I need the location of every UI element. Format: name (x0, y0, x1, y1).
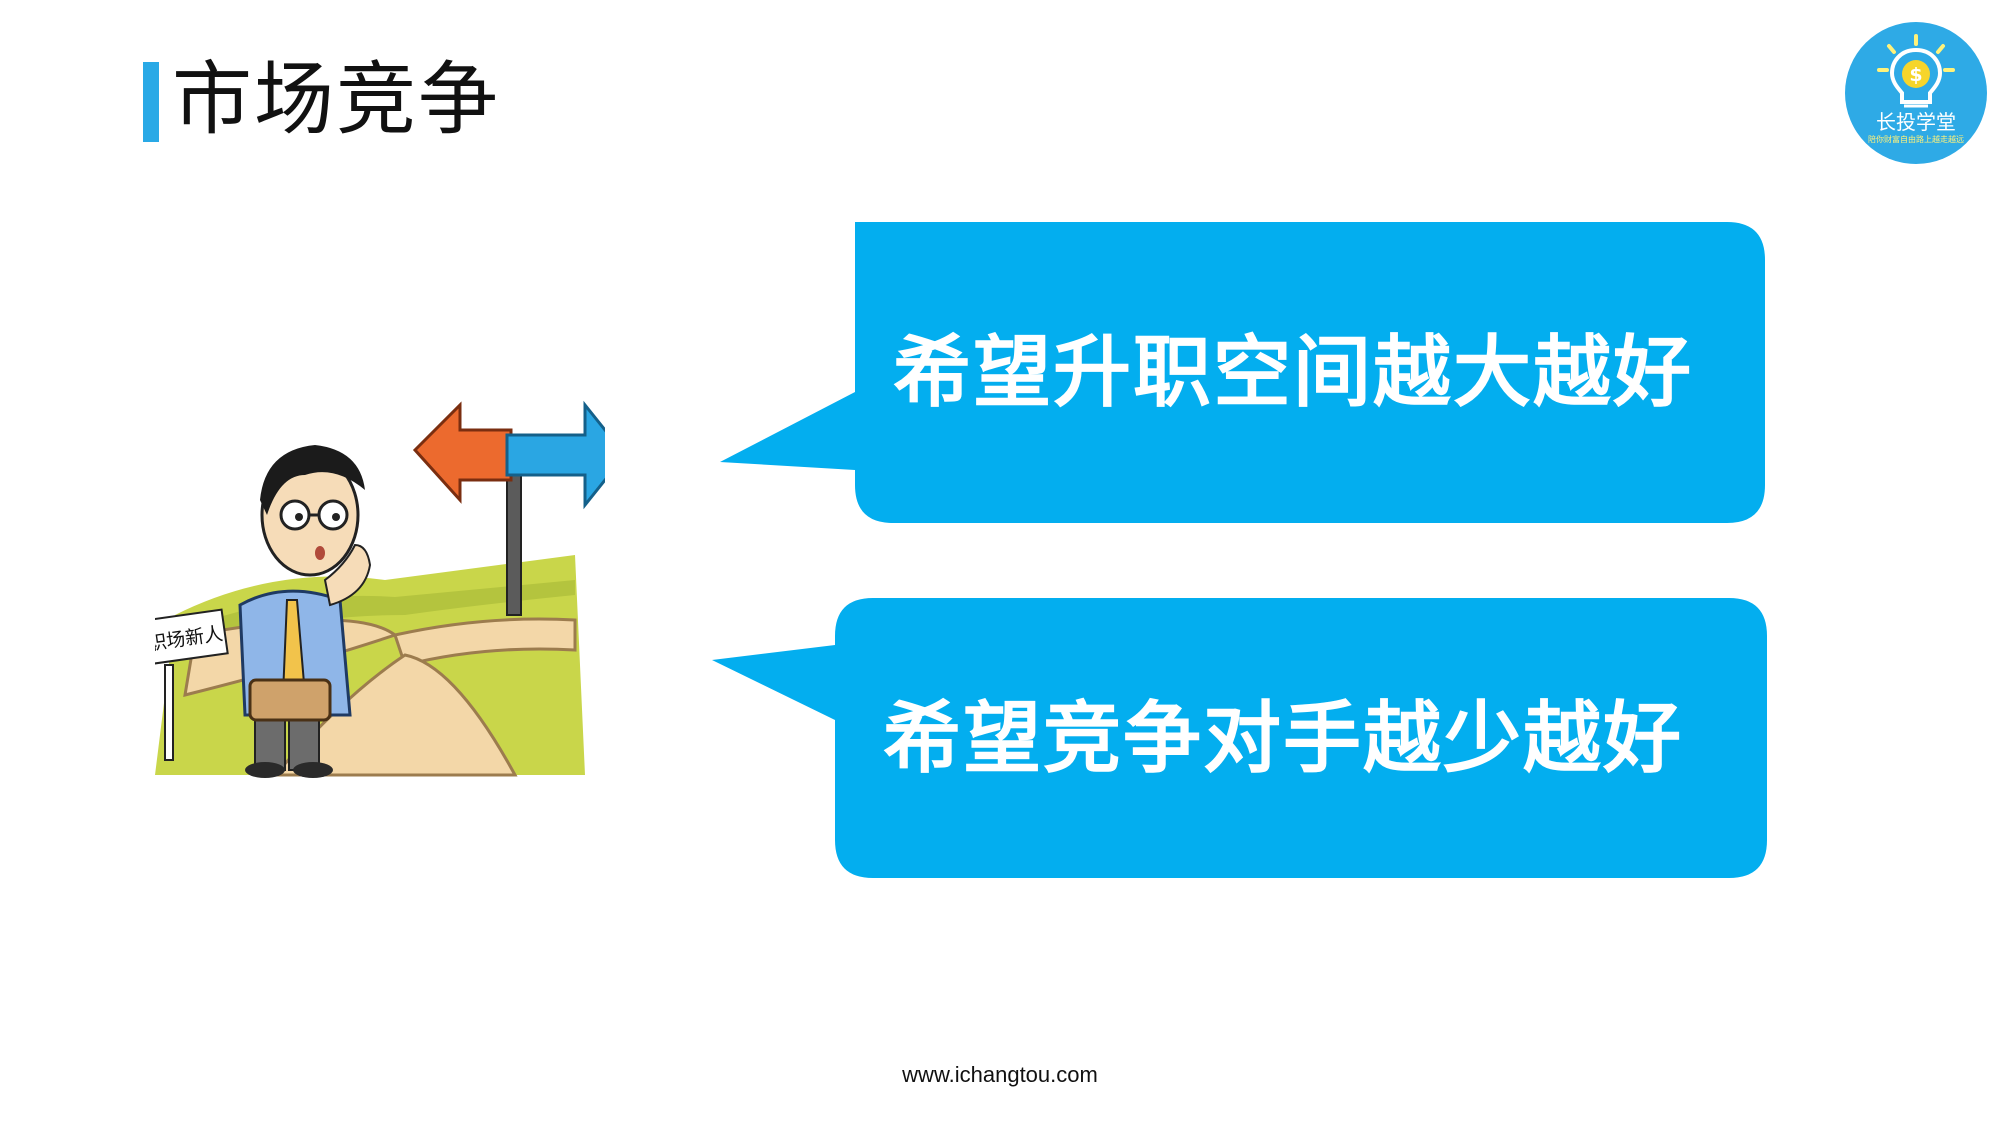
footer-url: www.ichangtou.com (902, 1062, 1098, 1087)
lightbulb-coin-icon: $ (1877, 34, 1955, 108)
speech-bubble-2 (712, 598, 1767, 878)
logo-tagline: 陪你财富自由路上越走越远 (1868, 135, 1964, 144)
logo-name: 长投学堂 (1876, 110, 1956, 134)
bubble-text-1: 希望升职空间越大越好 (893, 328, 1694, 418)
title-accent-bar (143, 62, 159, 142)
bubble-text-2: 希望竞争对手越少越好 (883, 694, 1684, 784)
career-crossroads-illustration: 职场新人 (141, 365, 627, 789)
speech-bubble-1 (720, 222, 1765, 523)
page-title: 市场竞争 (172, 53, 500, 146)
brand-logo: $ 长投学堂 陪你财富自由路上越走越远 (1845, 22, 1987, 164)
svg-text:$: $ (1909, 64, 1922, 86)
road-right (393, 617, 577, 667)
